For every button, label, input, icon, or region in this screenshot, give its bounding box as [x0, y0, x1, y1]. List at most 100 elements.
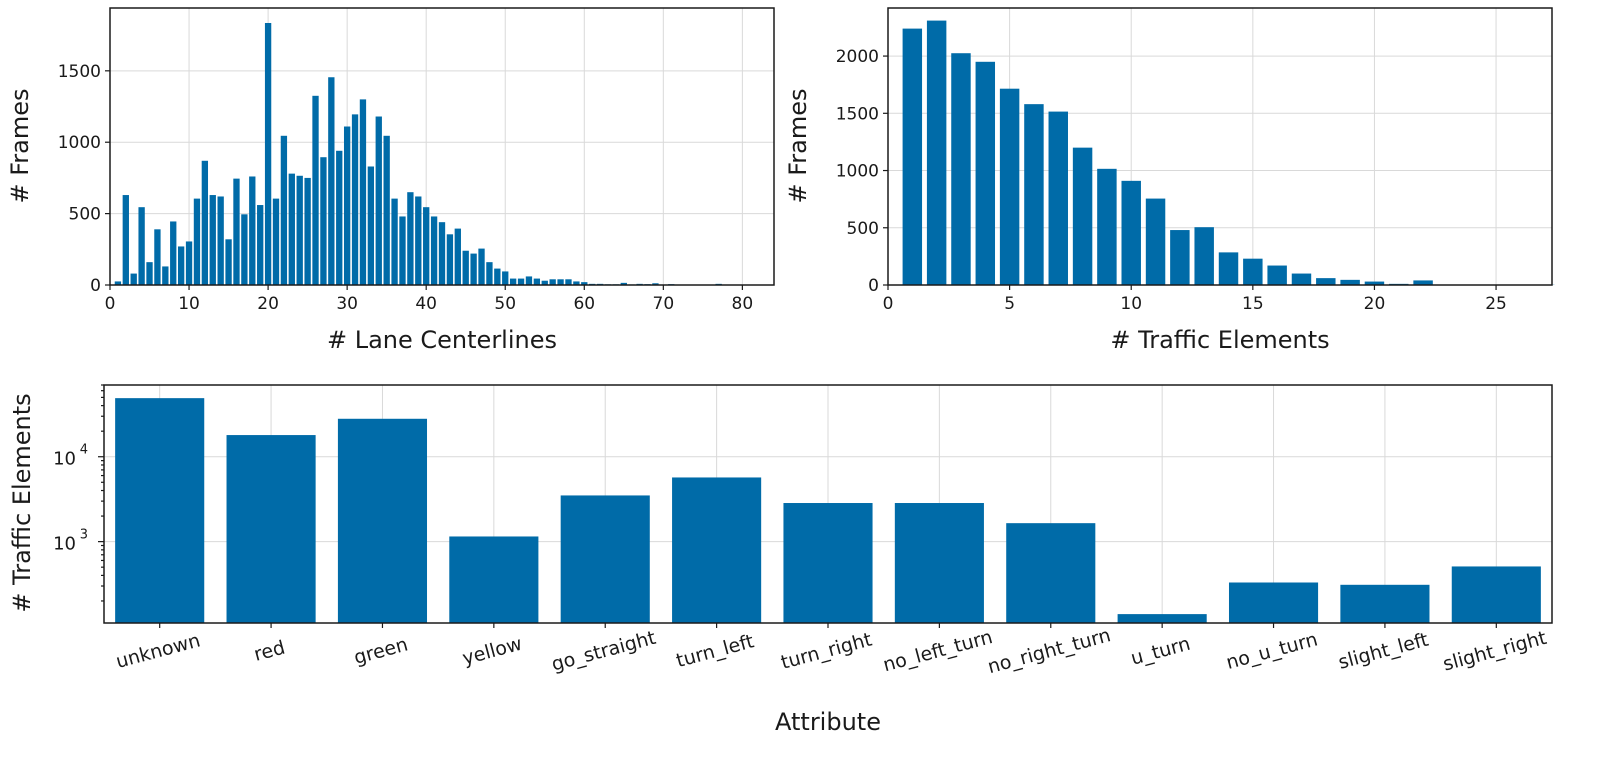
- category-label: no_right_turn: [985, 624, 1113, 678]
- bar: [652, 283, 659, 285]
- bar: [560, 495, 650, 623]
- bar: [328, 77, 335, 285]
- bar: [154, 229, 161, 285]
- bar: [999, 88, 1020, 285]
- bar: [177, 246, 185, 285]
- x-tick-label: 20: [1364, 294, 1386, 314]
- traffic-elements-xlabel: # Traffic Elements: [1110, 326, 1329, 354]
- bar: [1316, 278, 1336, 285]
- bar: [1364, 281, 1385, 285]
- category-label: yellow: [460, 633, 524, 670]
- bar: [201, 160, 209, 285]
- category-label: no_left_turn: [881, 626, 995, 676]
- bar: [130, 273, 137, 285]
- bar: [337, 418, 428, 623]
- category-label: turn_left: [674, 630, 756, 672]
- category-label: slight_right: [1441, 627, 1549, 676]
- bar: [430, 216, 438, 285]
- bar: [138, 207, 145, 285]
- bar: [478, 248, 485, 285]
- bar: [446, 234, 454, 285]
- traffic-elements-histogram: 0 5 10 15 20 25 0 500 1000 1500 2000 # Traffic Elem…: [784, 7, 1555, 354]
- bar: [1145, 198, 1166, 285]
- bar: [565, 279, 572, 285]
- bar: [1006, 523, 1096, 623]
- y-tick-label: 1500: [58, 62, 101, 82]
- bar: [146, 262, 153, 285]
- y-tick-base: 10: [53, 534, 76, 555]
- bar: [557, 279, 564, 285]
- bar: [581, 282, 588, 285]
- category-label: u_turn: [1129, 633, 1193, 670]
- x-tick-label: 0: [105, 294, 116, 314]
- bar: [449, 536, 539, 623]
- y-tick-label: 500: [69, 205, 101, 225]
- bar: [1218, 252, 1239, 285]
- bar: [359, 99, 367, 286]
- attribute-xlabel: Attribute: [775, 708, 881, 736]
- y-tick-exponent: 4: [80, 443, 88, 458]
- bar: [115, 398, 205, 623]
- bar: [225, 239, 232, 285]
- bar: [454, 228, 461, 285]
- attribute-ylabel: # Traffic Elements: [8, 393, 36, 612]
- bar: [351, 114, 359, 285]
- bar: [343, 126, 351, 285]
- bar: [438, 222, 446, 285]
- bar: [672, 477, 762, 623]
- bar: [1243, 258, 1263, 285]
- category-label: go_straight: [549, 627, 658, 676]
- x-tick-label: 10: [178, 294, 200, 314]
- x-tick-label: 20: [257, 294, 279, 314]
- plot-frame: [109, 7, 775, 286]
- x-tick-label: 80: [732, 294, 754, 314]
- y-tick-label: 0: [868, 276, 879, 296]
- bar: [312, 95, 319, 285]
- bar: [367, 166, 375, 285]
- bar: [486, 262, 493, 285]
- x-tick-label: 60: [573, 294, 595, 314]
- bar: [1340, 279, 1360, 285]
- bar: [209, 195, 216, 285]
- bar: [415, 196, 422, 285]
- bar: [423, 207, 430, 285]
- bar: [1121, 180, 1141, 285]
- bar: [1451, 566, 1541, 623]
- lane-centerlines-xlabel: # Lane Centerlines: [327, 326, 557, 354]
- bar: [233, 178, 240, 285]
- bar: [122, 195, 129, 285]
- bar: [502, 271, 509, 285]
- bar: [226, 435, 316, 623]
- bar: [407, 192, 414, 285]
- y-tick-exponent: 3: [80, 528, 88, 543]
- x-tick-label: 25: [1485, 294, 1507, 314]
- x-tick-label: 30: [336, 294, 358, 314]
- bar: [241, 214, 248, 285]
- bar: [162, 266, 169, 285]
- bar: [257, 205, 264, 285]
- bar: [383, 135, 390, 285]
- bar: [170, 221, 177, 285]
- bar: [1117, 614, 1207, 623]
- bar: [951, 53, 971, 285]
- x-tick-label: 70: [653, 294, 675, 314]
- bar: [280, 135, 288, 285]
- lane-centerlines-histogram: 0 10 20 30 40 50 60 70 80 0 500 1000 1500 # Lane Cent…: [6, 7, 775, 354]
- y-tick-label: 10 3: [53, 528, 88, 555]
- bar: [217, 196, 224, 285]
- bar: [399, 216, 406, 285]
- bar: [1072, 147, 1093, 285]
- bar: [1291, 273, 1312, 285]
- bar: [902, 28, 923, 286]
- traffic-elements-ylabel: # Frames: [784, 88, 812, 203]
- category-label: no_u_turn: [1224, 628, 1320, 674]
- category-label: unknown: [114, 629, 203, 673]
- bar: [470, 253, 477, 285]
- y-tick-label: 0: [90, 276, 101, 296]
- bar: [1340, 584, 1430, 623]
- bar: [1228, 582, 1319, 623]
- bar: [320, 157, 327, 285]
- category-label: turn_right: [779, 629, 875, 674]
- bar: [620, 282, 627, 285]
- bar: [1097, 168, 1117, 285]
